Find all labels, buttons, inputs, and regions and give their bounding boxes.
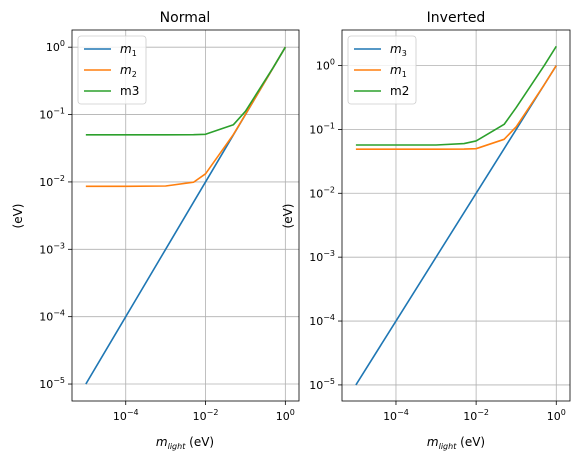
y-tick-label-inverted-0: 10−5 bbox=[309, 377, 335, 392]
legend-label-normal-m1: m1 bbox=[120, 42, 137, 58]
y-tick-label-normal-0: 10−5 bbox=[39, 376, 65, 391]
y-tick-label-normal-1: 10−4 bbox=[39, 309, 65, 324]
y-tick-label-inverted-5: 100 bbox=[316, 58, 335, 73]
chart-title-inverted: Inverted bbox=[427, 10, 486, 26]
x-tick-label-normal-1: 10−2 bbox=[193, 408, 219, 423]
plot-frame-inverted bbox=[341, 29, 571, 402]
legend-label-normal-m2: m2 bbox=[120, 63, 137, 79]
y-ticks-inverted: 10−5 10−4 10−3 10−2 10−1 100 bbox=[309, 58, 342, 392]
y-tick-label-normal-5: 100 bbox=[46, 39, 65, 54]
series-layer-normal bbox=[85, 46, 287, 385]
x-tick-label-normal-0: 10−4 bbox=[113, 408, 139, 423]
y-ticks-normal: 10−5 10−4 10−3 10−2 10−1 100 bbox=[39, 39, 72, 391]
x-axis-label-normal: mlight (eV) bbox=[156, 435, 214, 451]
legend-box-normal bbox=[77, 35, 147, 105]
x-tick-label-inverted-0: 10−4 bbox=[383, 408, 409, 423]
series-line-inverted-m2 bbox=[355, 45, 557, 146]
y-axis-label-inverted: (eV) bbox=[281, 204, 295, 229]
series-line-normal-m3 bbox=[85, 46, 287, 136]
y-tick-label-normal-3: 10−2 bbox=[39, 174, 65, 189]
y-tick-label-inverted-4: 10−1 bbox=[309, 121, 335, 136]
legend-label-normal-m3: m3 bbox=[120, 84, 139, 98]
x-ticks-normal: 10−4 10−2 100 bbox=[113, 401, 295, 423]
series-layer-inverted bbox=[355, 45, 557, 386]
legend-label-inverted-m3: m3 bbox=[390, 42, 407, 58]
y-tick-label-normal-4: 10−1 bbox=[39, 107, 65, 122]
legend-box-inverted bbox=[347, 35, 417, 105]
chart-title-normal: Normal bbox=[160, 10, 211, 26]
subplot-inverted: Inverted 10−4 10−2 100 10−510−410−310−210−… bbox=[281, 10, 571, 451]
subplot-normal: Normal 10−4 10−2 100 10−510−410−310−210−11… bbox=[11, 10, 300, 451]
y-tick-label-inverted-3: 10−2 bbox=[309, 185, 335, 200]
y-tick-label-inverted-1: 10−4 bbox=[309, 313, 335, 328]
legend-normal: m1 m2 m3 bbox=[77, 35, 147, 105]
y-axis-label-normal: (eV) bbox=[11, 204, 25, 229]
x-axis-label-inverted: mlight (eV) bbox=[427, 435, 485, 451]
legend-inverted: m3 m1 m2 bbox=[347, 35, 417, 105]
legend-label-inverted-m2: m2 bbox=[390, 84, 409, 98]
x-tick-label-inverted-1: 10−2 bbox=[463, 408, 489, 423]
series-line-inverted-m1 bbox=[355, 65, 557, 150]
plot-frame-normal bbox=[71, 29, 300, 402]
y-tick-label-normal-2: 10−3 bbox=[39, 241, 65, 256]
x-tick-label-inverted-2: 100 bbox=[547, 408, 566, 423]
x-tick-label-normal-2: 100 bbox=[276, 408, 295, 423]
y-tick-label-inverted-2: 10−3 bbox=[309, 249, 335, 264]
legend-label-inverted-m1: m1 bbox=[390, 63, 407, 79]
x-ticks-inverted: 10−4 10−2 100 bbox=[383, 401, 566, 423]
